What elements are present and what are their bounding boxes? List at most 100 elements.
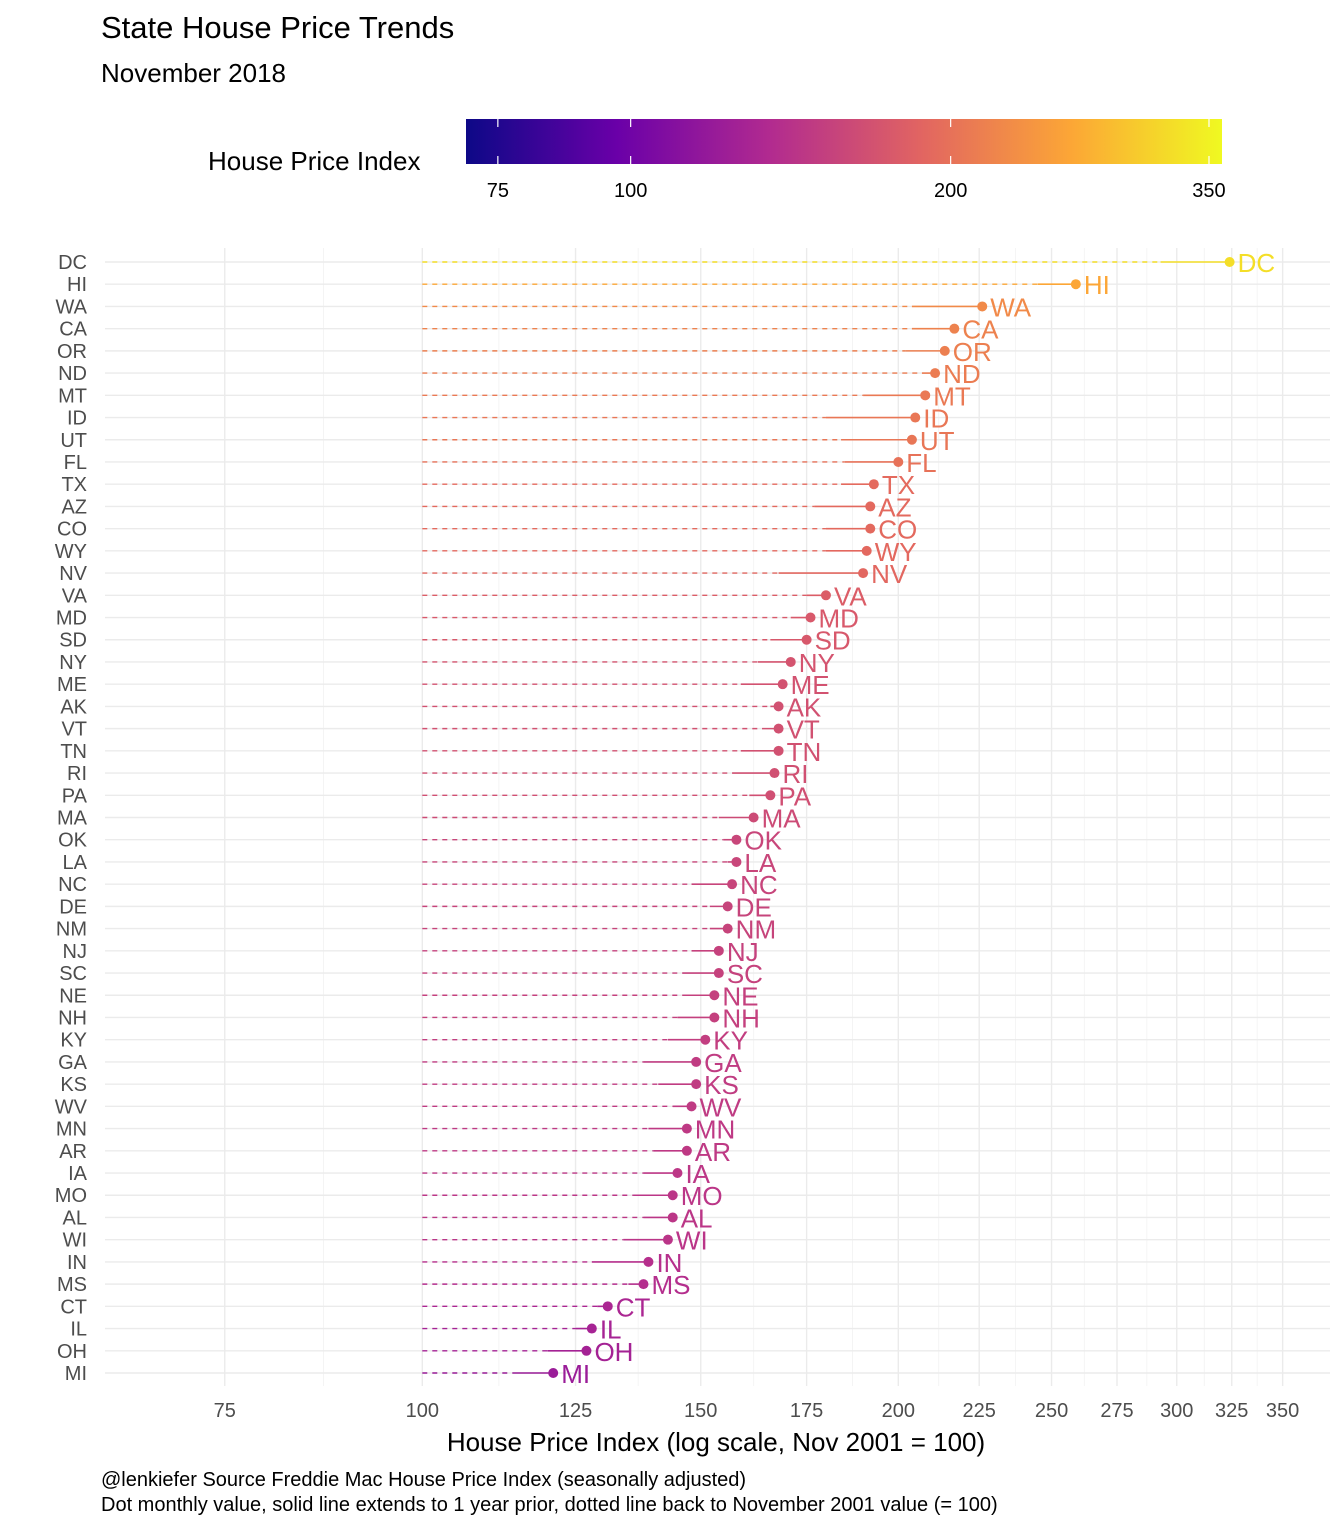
state-label: MN: [695, 1115, 735, 1145]
caption: @lenkiefer Source Freddie Mac House Pric…: [101, 1468, 998, 1518]
value-dot: [949, 323, 960, 334]
y-tick-label: PA: [62, 785, 88, 807]
state-label: HI: [1084, 270, 1110, 300]
x-tick-label: 75: [214, 1400, 236, 1422]
state-label: TN: [787, 737, 822, 767]
y-tick-label: LA: [63, 852, 88, 874]
y-tick-label: VA: [62, 585, 88, 607]
y-tick-label: UT: [60, 430, 87, 452]
state-label: AK: [787, 692, 822, 722]
x-axis-title: House Price Index (log scale, Nov 2001 =…: [447, 1427, 985, 1457]
state-label: NH: [722, 1003, 760, 1033]
x-tick-label: 300: [1160, 1400, 1193, 1422]
value-dot: [820, 590, 831, 601]
state-label: MA: [762, 804, 802, 834]
state-label: ME: [791, 670, 830, 700]
state-label: MO: [681, 1181, 723, 1211]
caption-line-1: @lenkiefer Source Freddie Mac House Pric…: [101, 1469, 747, 1491]
y-tick-label: VT: [61, 719, 87, 741]
state-label: SD: [815, 626, 851, 656]
value-dot: [773, 745, 784, 756]
y-tick-label: CO: [57, 519, 87, 541]
value-dot: [777, 679, 788, 690]
value-dot: [805, 612, 816, 623]
state-label: VT: [787, 715, 820, 745]
state-label: SC: [727, 959, 763, 989]
value-dot: [769, 768, 780, 779]
x-tick-label: 200: [882, 1400, 915, 1422]
color-legend-bar: [466, 119, 1222, 164]
y-tick-label: CA: [59, 319, 87, 341]
state-label: NJ: [727, 937, 759, 967]
value-dot: [1224, 257, 1235, 267]
y-tick-label: KY: [60, 1030, 87, 1052]
state-label: CA: [962, 315, 999, 345]
state-label: UT: [920, 426, 955, 456]
value-dot: [709, 1012, 720, 1023]
y-tick-label: SD: [59, 630, 87, 652]
value-dot: [727, 879, 738, 890]
state-label: NY: [799, 648, 835, 678]
y-tick-label: OR: [57, 341, 87, 363]
x-tick-label: 150: [684, 1400, 717, 1422]
state-label: AR: [695, 1137, 731, 1167]
value-dot: [681, 1145, 692, 1156]
value-dot: [667, 1212, 678, 1223]
state-label: IL: [600, 1315, 622, 1345]
y-tick-label: ME: [57, 674, 87, 696]
state-label: WV: [700, 1092, 743, 1122]
y-tick-label: AR: [59, 1141, 87, 1163]
state-label: WA: [990, 292, 1032, 322]
value-dot: [773, 701, 784, 712]
state-label: RI: [782, 759, 808, 789]
value-dot: [865, 523, 876, 534]
value-dot: [731, 834, 742, 845]
state-label: IA: [685, 1159, 710, 1189]
x-tick-label: 225: [963, 1400, 996, 1422]
y-tick-label: NC: [58, 874, 87, 896]
state-label: NV: [871, 559, 908, 589]
value-dot: [643, 1256, 654, 1267]
y-tick-label: NY: [59, 652, 87, 674]
value-dot: [713, 945, 724, 956]
y-tick-label: IA: [68, 1163, 88, 1185]
value-dot: [930, 368, 941, 379]
y-tick-label: RI: [67, 763, 87, 785]
state-label: MI: [561, 1359, 590, 1389]
legend-tick-label: 200: [934, 180, 967, 202]
y-tick-label: ND: [58, 363, 87, 385]
value-dot: [920, 390, 931, 401]
y-tick-label: TN: [60, 741, 87, 763]
state-label: WI: [676, 1226, 708, 1256]
y-tick-label: MN: [56, 1119, 87, 1141]
value-dot: [722, 923, 733, 934]
value-dot: [785, 656, 796, 667]
value-dot: [602, 1301, 613, 1312]
value-dot: [906, 434, 917, 445]
value-dot: [662, 1234, 673, 1245]
state-label: ND: [943, 359, 981, 389]
x-tick-label: 250: [1035, 1400, 1068, 1422]
value-dot: [861, 545, 872, 556]
y-axis-labels: DCHIWACAORNDMTIDUTFLTXAZCOWYNVVAMDSDNYME…: [55, 252, 88, 1385]
legend-tick-label: 100: [614, 180, 647, 202]
y-tick-label: AL: [63, 1207, 87, 1229]
state-label: FL: [906, 448, 936, 478]
value-dot: [581, 1345, 592, 1356]
state-label: CT: [616, 1292, 651, 1322]
value-dot: [910, 412, 921, 423]
state-label: DE: [736, 892, 772, 922]
value-dot: [638, 1279, 649, 1290]
value-dot: [691, 1079, 702, 1090]
value-dot: [858, 568, 869, 579]
chart-title: State House Price Trends: [101, 10, 455, 45]
state-label: AL: [681, 1203, 713, 1233]
y-tick-label: IN: [67, 1252, 87, 1274]
y-tick-label: MI: [65, 1363, 87, 1385]
legend-tick-label: 350: [1192, 180, 1225, 202]
state-label: DC: [1238, 248, 1276, 278]
y-tick-label: WA: [56, 296, 88, 318]
grid: [105, 248, 1330, 1386]
x-tick-label: 125: [559, 1400, 592, 1422]
value-dot: [722, 901, 733, 912]
